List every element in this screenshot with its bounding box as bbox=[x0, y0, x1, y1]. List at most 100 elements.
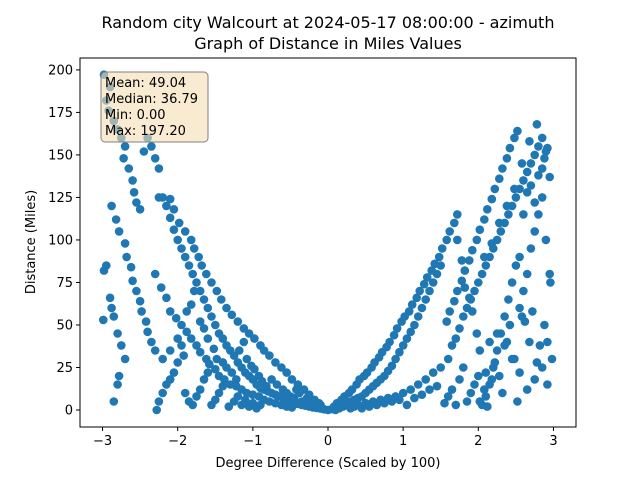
data-point bbox=[389, 330, 399, 340]
data-point bbox=[267, 375, 276, 384]
data-point bbox=[222, 303, 231, 313]
data-point bbox=[169, 225, 179, 234]
data-point bbox=[192, 278, 201, 287]
data-point bbox=[475, 225, 485, 234]
data-point bbox=[460, 266, 470, 275]
data-point bbox=[192, 392, 201, 401]
data-point bbox=[457, 256, 467, 265]
data-point bbox=[169, 368, 179, 377]
data-point bbox=[132, 198, 141, 207]
chart-title-line2: Graph of Distance in Miles Values bbox=[194, 34, 462, 53]
data-point bbox=[492, 329, 502, 338]
data-point bbox=[173, 334, 182, 343]
data-point bbox=[502, 201, 512, 211]
data-point bbox=[453, 210, 462, 219]
data-point bbox=[421, 295, 431, 304]
x-tick-label: 0 bbox=[324, 434, 332, 449]
data-point bbox=[233, 317, 243, 326]
data-point bbox=[158, 388, 167, 398]
y-tick-label: 125 bbox=[48, 191, 73, 206]
data-point bbox=[120, 142, 130, 151]
data-point bbox=[432, 381, 442, 391]
data-point bbox=[128, 176, 137, 185]
data-point bbox=[150, 269, 160, 279]
data-point bbox=[109, 397, 119, 406]
data-point bbox=[537, 133, 547, 143]
y-tick-label: 175 bbox=[48, 106, 73, 121]
data-point bbox=[468, 307, 477, 316]
data-point bbox=[450, 218, 459, 228]
data-point bbox=[165, 307, 175, 316]
data-point bbox=[189, 286, 199, 296]
data-point bbox=[117, 341, 126, 350]
data-point bbox=[445, 307, 455, 316]
data-point bbox=[244, 329, 254, 338]
data-point bbox=[395, 347, 404, 357]
data-point bbox=[128, 276, 137, 286]
data-point bbox=[510, 184, 519, 194]
data-point bbox=[114, 227, 124, 236]
data-point bbox=[398, 341, 408, 350]
data-point bbox=[455, 324, 464, 333]
data-point bbox=[522, 269, 532, 279]
data-point bbox=[165, 346, 175, 355]
data-point bbox=[437, 244, 447, 253]
data-point bbox=[398, 388, 408, 398]
data-point bbox=[413, 380, 423, 389]
data-point bbox=[434, 252, 444, 262]
y-tick-label: 0 bbox=[65, 403, 73, 418]
data-point bbox=[391, 354, 400, 364]
data-point bbox=[235, 346, 244, 355]
y-tick-label: 200 bbox=[48, 63, 73, 78]
data-point bbox=[474, 278, 483, 287]
data-point bbox=[540, 154, 549, 163]
data-point bbox=[525, 337, 534, 347]
data-point bbox=[107, 201, 116, 211]
data-point bbox=[199, 324, 209, 333]
data-point bbox=[511, 193, 521, 202]
data-point bbox=[141, 317, 151, 326]
data-point bbox=[272, 380, 282, 389]
data-point bbox=[188, 400, 197, 410]
data-point bbox=[532, 120, 542, 129]
x-tick-label: 1 bbox=[399, 434, 407, 449]
data-point bbox=[412, 293, 422, 303]
data-point bbox=[212, 286, 222, 296]
data-point bbox=[425, 286, 434, 296]
data-point bbox=[126, 262, 136, 272]
data-point bbox=[195, 385, 205, 394]
data-point bbox=[428, 278, 438, 287]
data-point bbox=[537, 193, 547, 202]
data-point bbox=[453, 286, 462, 296]
data-point bbox=[119, 154, 128, 163]
data-point bbox=[224, 402, 234, 411]
data-point bbox=[477, 269, 487, 279]
data-point bbox=[511, 261, 521, 270]
data-point bbox=[534, 171, 543, 180]
data-point bbox=[530, 227, 539, 236]
data-point bbox=[443, 354, 453, 364]
data-point bbox=[534, 210, 543, 219]
data-point bbox=[507, 354, 517, 364]
data-point bbox=[513, 126, 522, 136]
data-point bbox=[406, 327, 416, 337]
data-point bbox=[440, 398, 449, 408]
data-point bbox=[507, 278, 517, 287]
data-point bbox=[162, 293, 171, 303]
data-point bbox=[520, 317, 530, 326]
data-point bbox=[402, 334, 412, 343]
data-point bbox=[109, 312, 119, 321]
y-tick-label: 100 bbox=[48, 233, 73, 248]
data-point bbox=[173, 235, 182, 245]
data-point bbox=[250, 364, 259, 374]
data-point bbox=[417, 303, 427, 313]
data-point bbox=[404, 307, 414, 316]
data-point bbox=[519, 286, 528, 296]
data-point bbox=[154, 164, 164, 173]
data-point bbox=[541, 147, 551, 156]
data-point bbox=[385, 337, 394, 347]
data-point bbox=[259, 346, 269, 355]
data-point bbox=[535, 341, 545, 350]
data-point bbox=[211, 364, 220, 374]
